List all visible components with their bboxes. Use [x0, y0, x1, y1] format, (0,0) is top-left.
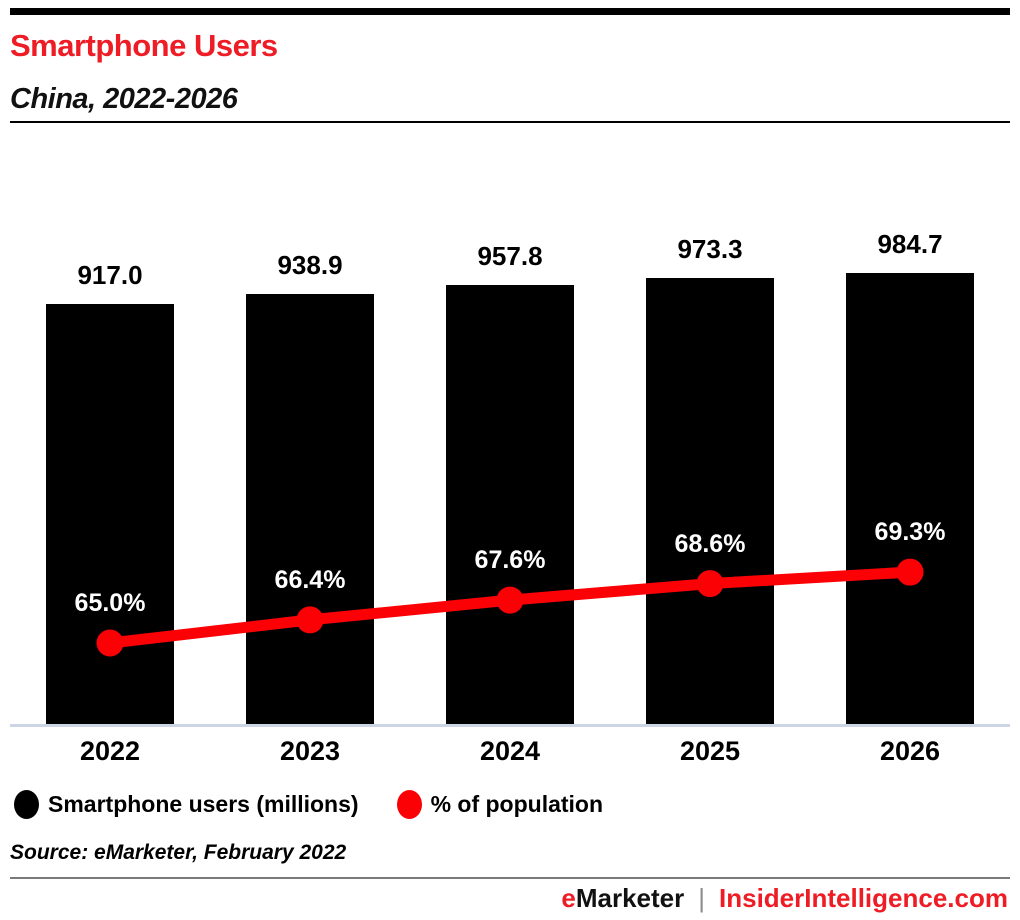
pct-label-2024: 67.6%: [474, 546, 546, 575]
footer-site-link[interactable]: InsiderIntelligence.com: [719, 883, 1008, 913]
x-tick-2026: 2026: [879, 736, 941, 766]
data-point-2026: [896, 558, 924, 586]
bar-2024: [446, 285, 574, 724]
bar-2025: [646, 278, 774, 724]
data-point-2024: [496, 586, 524, 614]
pct-label-2025: 68.6%: [674, 529, 746, 558]
legend-label-pct-population: % of population: [430, 791, 604, 817]
x-axis-line: [10, 724, 1010, 727]
data-point-2022: [96, 629, 124, 657]
pct-label-2022: 65.0%: [74, 589, 146, 617]
trend-line-layer: [96, 558, 924, 657]
data-point-2025: [696, 570, 724, 598]
data-point-2023: [296, 606, 324, 634]
top-accent-bar: [10, 8, 1010, 15]
legend: Smartphone users (millions) % of populat…: [14, 790, 603, 819]
legend-item-pct-population: % of population: [396, 790, 604, 819]
bar-value-label-2025: 973.3: [677, 234, 743, 264]
footer: eMarketer | InsiderIntelligence.com: [561, 883, 1008, 914]
source-note: Source: eMarketer, February 2022: [10, 841, 347, 864]
bar-value-label-2024: 957.8: [477, 241, 543, 271]
line-series-marker-icon: [396, 790, 422, 819]
page-subtitle: China, 2022-2026: [10, 83, 238, 115]
bar-2026: [846, 273, 974, 724]
bar-2023: [246, 294, 374, 724]
brand-rest: Marketer: [575, 883, 685, 913]
x-tick-2025: 2025: [679, 736, 741, 766]
pct-label-2026: 69.3%: [874, 518, 946, 547]
bar-value-label-2026: 984.7: [877, 229, 943, 259]
x-tick-2024: 2024: [479, 736, 541, 766]
page-title: Smartphone Users: [10, 28, 278, 63]
x-tick-2023: 2023: [279, 736, 341, 766]
legend-item-smartphone-users: Smartphone users (millions): [14, 790, 359, 819]
pct-label-2023: 66.4%: [274, 565, 346, 594]
bar-series-marker-icon: [14, 790, 39, 819]
bar-value-label-2023: 938.9: [277, 250, 343, 280]
header-divider: [10, 121, 1010, 123]
footer-separator: |: [698, 883, 706, 913]
plot-area: 917.0 65.0% 938.9 66.4% 957.8 67.6% 973.3 68.6%…: [10, 160, 1010, 724]
footer-divider: [10, 877, 1010, 879]
x-tick-2022: 2022: [79, 736, 141, 766]
brand-emarketer: eMarketer: [561, 883, 684, 914]
x-axis: 2022 2023 2024 2025 2026: [10, 736, 1010, 770]
brand-e: e: [561, 883, 576, 913]
bar-value-label-2022: 917.0: [77, 260, 143, 290]
legend-label-smartphone-users: Smartphone users (millions): [48, 791, 359, 817]
